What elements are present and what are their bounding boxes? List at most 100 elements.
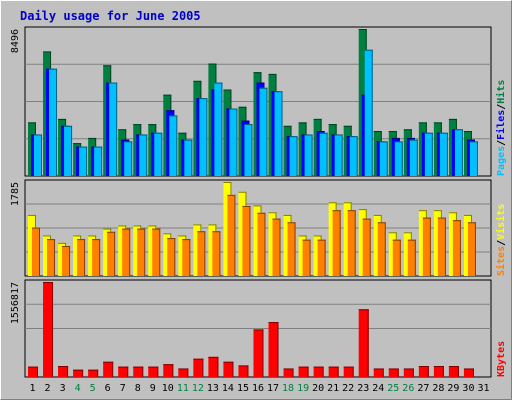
legend: Sites/Visits <box>495 204 507 276</box>
bar-shadow <box>444 217 446 276</box>
bar-pages-10 <box>169 115 178 176</box>
bar-shadow <box>242 205 251 207</box>
bar-shadow <box>326 132 328 176</box>
bar-pages-29 <box>454 129 463 176</box>
bar-shadow <box>292 368 294 377</box>
bar-shadow <box>191 139 193 176</box>
bar-shadow <box>324 239 326 276</box>
bar-shadow <box>206 98 208 176</box>
bar-shadow <box>219 231 221 276</box>
day-label: 8 <box>135 383 141 394</box>
bar-shadow <box>409 139 418 141</box>
day-labels: 1 2 3 4 5 6 7 8 9 10 11 12 13 14 15 16 17 18 19 20 21 22 23 24 2… <box>30 383 490 394</box>
bar-shadow <box>49 68 58 70</box>
bar-shadow <box>274 91 283 93</box>
day-label: 28 <box>432 383 444 394</box>
bar-shadow <box>109 82 118 84</box>
day-label: 5 <box>90 383 96 394</box>
bar-shadow <box>391 137 400 139</box>
day-label: 11 <box>177 383 189 394</box>
bar-shadow <box>146 134 148 176</box>
bar-shadow <box>73 235 82 237</box>
bar-shadow <box>227 194 236 196</box>
bar-shadow <box>259 87 268 89</box>
bar-shadow <box>472 368 474 377</box>
bar-shadow <box>279 218 281 276</box>
bar-shadow <box>384 222 386 276</box>
bar-shadow <box>58 118 67 120</box>
bar-shadow <box>373 131 382 133</box>
bar-shadow <box>32 227 40 229</box>
bar-pages-30 <box>469 141 478 176</box>
bar-kbytes-16 <box>253 329 264 377</box>
bar-kbytes-1 <box>28 366 38 377</box>
day-label: 22 <box>342 383 354 394</box>
legend-entry: Sites <box>495 246 507 276</box>
bar-shadow <box>214 82 223 84</box>
bar-shadow <box>343 125 352 127</box>
bar-pages-18 <box>289 136 298 176</box>
bar-sites-1 <box>32 227 40 276</box>
bar-shadow <box>371 49 373 176</box>
bar-shadow <box>399 239 401 276</box>
bar-shadow <box>221 82 223 176</box>
day-label: 13 <box>207 383 219 394</box>
bar-shadow <box>298 235 307 237</box>
day-label: 6 <box>105 383 111 394</box>
bar-shadow <box>337 366 339 377</box>
bar-shadow <box>392 239 401 241</box>
day-label: 27 <box>417 383 429 394</box>
bar-shadow <box>474 222 476 276</box>
bar-shadow <box>54 239 56 276</box>
bar-shadow <box>86 146 88 176</box>
bar-sites-20 <box>317 239 326 276</box>
bar-pages-25 <box>394 141 403 176</box>
bar-shadow <box>249 205 251 276</box>
bar-kbytes-22 <box>343 366 354 377</box>
bar-kbytes-3 <box>58 366 69 377</box>
day-label: 17 <box>267 383 279 394</box>
bar-shadow <box>328 366 339 368</box>
bar-shadow <box>403 368 414 370</box>
bar-shadow <box>208 224 217 226</box>
bar-kbytes-23 <box>358 309 369 377</box>
bar-shadow <box>386 141 388 176</box>
bar-sites-14 <box>227 194 236 276</box>
bar-shadow <box>446 132 448 176</box>
bar-shadow <box>238 365 249 367</box>
bar-shadow <box>403 232 412 234</box>
bar-shadow <box>244 124 253 126</box>
bar-pages-15 <box>244 124 253 176</box>
bar-shadow <box>238 106 247 108</box>
bar-pages-20 <box>319 132 328 176</box>
bar-shadow <box>163 364 174 366</box>
bar-shadow <box>316 131 325 133</box>
day-label: 31 <box>477 383 489 394</box>
bar-kbytes-28 <box>433 366 444 377</box>
bar-shadow <box>103 361 114 363</box>
bar-shadow <box>241 120 250 122</box>
bar-shadow <box>193 80 202 82</box>
bar-shadow <box>403 129 412 131</box>
bar-shadow <box>73 369 84 371</box>
bar-pages-24 <box>379 141 388 176</box>
bar-shadow <box>37 366 38 377</box>
bar-shadow <box>103 65 112 67</box>
bar-shadow <box>88 369 99 371</box>
bar-shadow <box>199 98 208 100</box>
bar-kbytes-14 <box>223 361 234 377</box>
bar-shadow <box>358 209 367 211</box>
bar-shadow <box>264 212 266 276</box>
bar-shadow <box>43 235 52 237</box>
bar-shadow <box>232 361 234 377</box>
bar-shadow <box>34 134 42 136</box>
bar-shadow <box>463 214 472 216</box>
bar-shadow <box>208 63 217 65</box>
bar-shadow <box>448 118 457 120</box>
bar-sites-2 <box>47 239 56 276</box>
bar-shadow <box>28 214 36 216</box>
bar-shadow <box>272 218 281 220</box>
day-label: 29 <box>447 383 459 394</box>
panel-visits-sites: 1785 Sites/Visits <box>10 179 507 277</box>
